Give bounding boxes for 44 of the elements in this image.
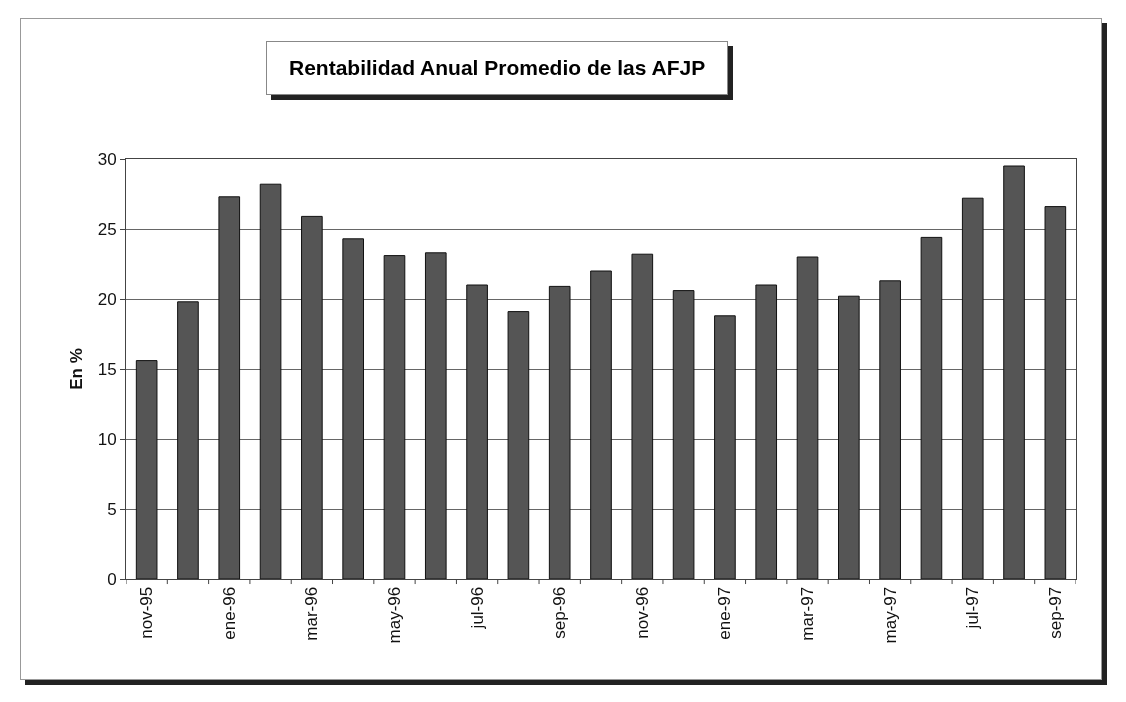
x-tick-label: mar-97 <box>798 586 818 641</box>
bar <box>259 183 282 579</box>
y-tick-label: 25 <box>97 219 117 239</box>
x-tick-label: jul-97 <box>963 586 983 630</box>
bar <box>548 285 571 579</box>
x-tick-label: nov-95 <box>137 586 157 639</box>
bar <box>1003 165 1025 579</box>
bar <box>796 256 819 579</box>
x-tick-label: sep-97 <box>1045 586 1065 639</box>
bar <box>672 290 695 579</box>
chart-title: Rentabilidad Anual Promedio de las AFJP <box>266 41 729 95</box>
bar <box>631 253 654 579</box>
x-tick-label: sep-96 <box>550 586 570 639</box>
y-tick-label: 20 <box>97 289 117 309</box>
bar <box>177 301 199 579</box>
bar <box>879 280 901 579</box>
x-tick-label: nov-96 <box>632 586 652 639</box>
bar <box>755 284 778 579</box>
bar <box>466 284 488 579</box>
bar <box>838 295 860 579</box>
bar <box>590 270 612 579</box>
x-tick-label: may-96 <box>385 586 405 644</box>
x-tick-label: may-97 <box>880 586 900 644</box>
bar <box>507 311 530 579</box>
bar <box>714 315 736 579</box>
y-tick-label: 0 <box>107 569 117 589</box>
bar <box>301 215 323 579</box>
bar <box>218 196 241 579</box>
y-axis-title: En % <box>67 348 86 390</box>
bar <box>920 236 943 579</box>
y-tick-label: 30 <box>97 149 117 169</box>
bar <box>383 255 406 579</box>
y-tick-label: 5 <box>107 499 117 519</box>
x-tick-label: jul-96 <box>467 586 487 630</box>
bar <box>961 197 984 579</box>
y-tick-label: 15 <box>97 359 117 379</box>
x-tick-label: mar-96 <box>302 586 322 641</box>
bar <box>1044 206 1067 579</box>
bar <box>342 238 364 579</box>
bar <box>424 252 447 579</box>
y-tick-label: 10 <box>97 429 117 449</box>
x-tick-label: ene-96 <box>219 586 239 640</box>
bar <box>135 360 158 579</box>
x-tick-label: ene-97 <box>715 586 735 640</box>
